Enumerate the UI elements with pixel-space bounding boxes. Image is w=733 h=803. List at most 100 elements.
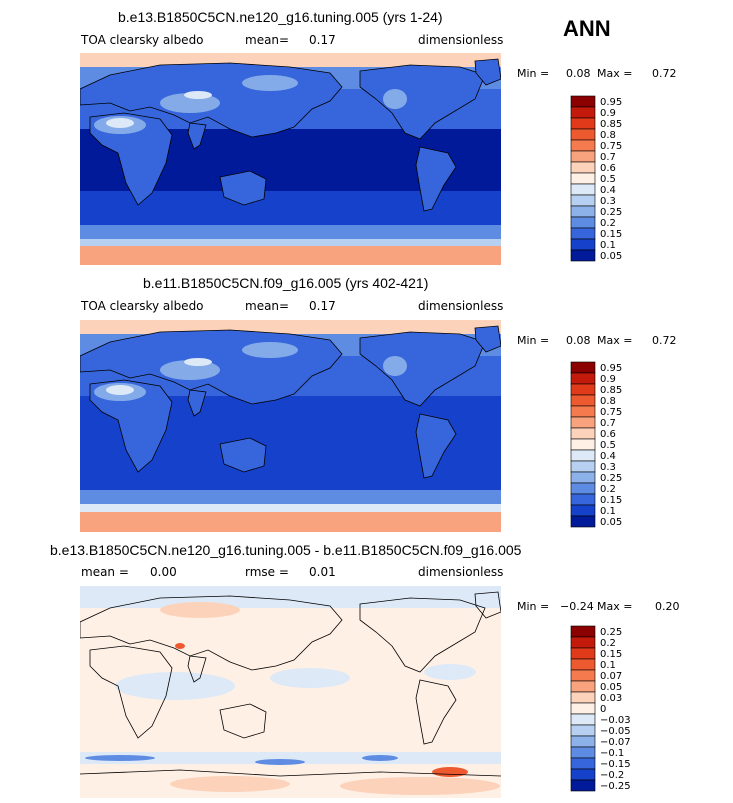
colorbar-swatch [570,724,596,737]
colorbar-tick-label: 0.2 [600,218,616,229]
eurasia [80,595,343,671]
colorbar-tick-label: 0.25 [600,627,622,638]
colorbar-tick-label: 0.9 [600,108,616,119]
colorbar-swatch [570,482,596,495]
panel-3-max-value: 0.20 [655,600,680,613]
panel-1-min-value: 0.08 [566,67,591,80]
colorbar-swatch [570,394,596,407]
panel-3-units: dimensionless [418,565,504,579]
colorbar-tick-label: 0.4 [600,185,616,196]
colorbar-swatch [570,471,596,484]
panel-1-min-label: Min = [517,67,550,80]
colorbar-swatch [570,658,596,671]
india [187,122,207,150]
colorbar-tick-label: 0.15 [600,495,622,506]
colorbar-swatch [570,172,596,185]
colorbar-tick-label: 0.07 [600,671,622,682]
band-antarctica [80,512,501,532]
panel-2-max-label: Max = [597,334,633,347]
panel-1-mean-value: 0.17 [309,33,336,47]
panel-2-max-value: 0.72 [652,334,677,347]
colorbar-tick-label: 0.85 [600,385,622,396]
greenland [474,325,501,353]
panel-3-min-value: −0.24 [560,600,594,613]
colorbar-tick-label: 0.75 [600,407,622,418]
colorbar-tick-label: 0.7 [600,152,616,163]
colorbar-swatch [570,205,596,218]
panel-1-map [80,53,501,265]
colorbar-swatch [570,746,596,759]
panel-2-colorbar: 0.950.90.850.80.750.70.60.50.40.30.250.2… [570,361,622,528]
colorbar-swatch [570,647,596,660]
colorbar-swatch [570,416,596,429]
colorbar-swatch [570,139,596,152]
africa [89,112,173,206]
colorbar-swatch [570,493,596,506]
panel-1-units: dimensionless [418,33,504,47]
panel-3-colorbar: 0.250.20.150.10.070.050.030−0.03−0.05−0.… [570,625,631,792]
panel-3-title: b.e13.B1850C5CN.ne120_g16.tuning.005 - b… [50,542,522,558]
antarctica [80,769,501,777]
north-america [359,597,486,673]
colorbar-swatch [570,161,596,174]
band-arctic [80,320,501,334]
colorbar-swatch [570,515,596,528]
colorbar-swatch [570,713,596,726]
greenland [474,58,501,86]
colorbar-swatch [570,636,596,649]
colorbar-swatch [570,460,596,473]
south-america [415,146,457,212]
colorbar-swatch [570,504,596,517]
colorbar-tick-label: 0.05 [600,251,622,262]
colorbar-swatch [570,361,596,374]
panel-3-mean-value: 0.00 [150,565,177,579]
south-america [415,679,457,745]
panel-2-mean-value: 0.17 [309,299,336,313]
panel-3-rmse-label: rmse = [245,565,289,579]
colorbar-swatch [570,449,596,462]
colorbar-tick-label: 0.5 [600,440,616,451]
colorbar-tick-label: 0 [600,704,606,715]
panel-2-min-value: 0.08 [566,334,591,347]
colorbar-swatch [570,427,596,440]
panel-1-title: b.e13.B1850C5CN.ne120_g16.tuning.005 (yr… [118,9,443,25]
colorbar-tick-label: 0.2 [600,638,616,649]
colorbar-tick-label: 0.75 [600,141,622,152]
colorbar-tick-label: 0.03 [600,693,622,704]
colorbar-swatch [570,238,596,251]
colorbar-tick-label: 0.9 [600,374,616,385]
colorbar-swatch [570,625,596,638]
colorbar-swatch [570,249,596,262]
panel-3-map [80,586,501,798]
colorbar-tick-label: 0.05 [600,682,622,693]
colorbar-tick-label: 0.2 [600,484,616,495]
colorbar-tick-label: −0.07 [600,737,631,748]
colorbar-swatch [570,405,596,418]
colorbar-tick-label: −0.15 [600,759,631,770]
panel-1-max-label: Max = [597,67,633,80]
band-sea-ice [80,504,501,512]
panel-2-map [80,320,501,532]
colorbar-tick-label: 0.25 [600,207,622,218]
colorbar-tick-label: 0.5 [600,174,616,185]
colorbar-tick-label: 0.6 [600,163,616,174]
strong-negative-anomalies [85,755,398,765]
panel-2-title: b.e11.B1850C5CN.f09_g16.005 (yrs 402-421… [143,275,429,291]
colorbar-swatch [570,383,596,396]
colorbar-tick-label: 0.15 [600,649,622,660]
colorbar-swatch [570,117,596,130]
negative-anomalies [80,586,501,764]
panel-2-units: dimensionless [418,299,504,313]
australia [219,437,267,473]
colorbar-tick-label: 0.8 [600,396,616,407]
colorbar-tick-label: 0.25 [600,473,622,484]
panel-2-mean-label: mean= [245,299,290,313]
panel-1-variable: TOA clearsky albedo [81,33,204,47]
india [187,655,207,683]
season-label: ANN [563,16,611,41]
band-southern-ocean [80,225,501,239]
colorbar-tick-label: 0.3 [600,462,616,473]
positive-anomalies [160,602,500,795]
panel-1-mean-label: mean= [245,33,290,47]
panel-1-colorbar: 0.950.90.850.80.750.70.60.50.40.30.250.2… [570,95,622,262]
